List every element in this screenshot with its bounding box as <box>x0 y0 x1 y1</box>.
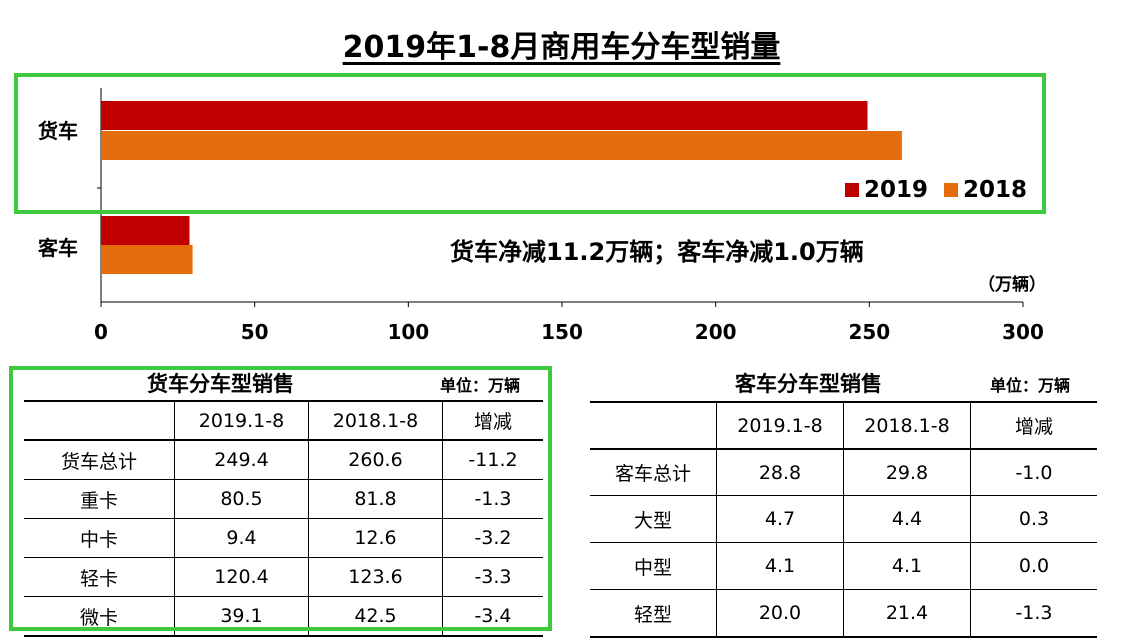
bar-2018 <box>101 131 902 160</box>
table-cell: 4.1 <box>716 542 844 590</box>
legend-item-2018: 2018 <box>944 177 1027 203</box>
table-cell: 123.6 <box>308 557 443 597</box>
table-cell: 20.0 <box>716 589 844 638</box>
table-header-cell: 2018.1-8 <box>843 401 971 450</box>
chart-legend: 2019 2018 <box>845 177 1043 203</box>
table-row: 重卡 80.5 81.8 -1.3 <box>24 479 543 519</box>
table-cell: -1.3 <box>442 479 543 519</box>
table-cell: 249.4 <box>174 440 309 480</box>
table-header-row: 2019.1-8 2018.1-8 增减 <box>24 400 543 441</box>
table-header-cell <box>24 400 175 441</box>
table-header-cell: 2019.1-8 <box>174 400 309 441</box>
table-header-cell: 增减 <box>442 400 543 441</box>
bus-table-unit: 单位：万辆 <box>990 376 1071 395</box>
net-change-note: 货车净减11.2万辆；客车净减1.0万辆 <box>450 238 864 266</box>
table-row: 轻型 20.0 21.4 -1.3 <box>590 589 1097 638</box>
x-tick-label: 200 <box>695 320 737 344</box>
table-row: 中型 4.1 4.1 0.0 <box>590 542 1097 590</box>
table-cell: 0.3 <box>970 495 1097 543</box>
x-tick-label: 100 <box>387 320 429 344</box>
table-cell: 81.8 <box>308 479 443 519</box>
table-cell: -3.2 <box>442 518 543 558</box>
table-cell: 260.6 <box>308 440 443 480</box>
truck-highlight-box <box>14 73 1046 214</box>
table-cell: 120.4 <box>174 557 309 597</box>
table-cell: 4.1 <box>843 542 971 590</box>
x-tick-label: 250 <box>848 320 890 344</box>
table-row: 大型 4.7 4.4 0.3 <box>590 495 1097 543</box>
row-label: 客车总计 <box>590 449 717 496</box>
table-cell: -1.0 <box>970 449 1097 496</box>
legend-item-2019: 2019 <box>845 177 928 203</box>
truck-table-title: 货车分车型销售 <box>147 372 294 396</box>
x-tick-label: 50 <box>241 320 269 344</box>
chart-title: 2019年1-8月商用车分车型销量 <box>342 30 781 65</box>
table-cell: 29.8 <box>843 449 971 496</box>
table-cell: 9.4 <box>174 518 309 558</box>
truck-table-unit: 单位：万辆 <box>440 376 521 395</box>
x-tick-label: 150 <box>541 320 583 344</box>
table-row: 轻卡 120.4 123.6 -3.3 <box>24 557 543 597</box>
table-cell: 12.6 <box>308 518 443 558</box>
bar-2018 <box>101 245 193 274</box>
table-cell: 80.5 <box>174 479 309 519</box>
bar-2019 <box>101 101 868 130</box>
table-header-cell <box>590 401 717 450</box>
legend-swatch-2019 <box>845 183 859 197</box>
row-label: 大型 <box>590 495 717 543</box>
row-label: 重卡 <box>24 479 175 519</box>
row-label: 中卡 <box>24 518 175 558</box>
table-row: 中卡 9.4 12.6 -3.2 <box>24 518 543 558</box>
row-label: 轻卡 <box>24 557 175 597</box>
truck-table-highlight-box <box>9 366 552 631</box>
bus-table: 2019.1-8 2018.1-8 增减 客车总计 28.8 29.8 -1.0 大型 4.7 4… <box>590 401 1097 638</box>
table-cell: 4.4 <box>843 495 971 543</box>
category-label: 货车 <box>38 119 78 143</box>
unit-label: （万辆） <box>978 275 1046 295</box>
table-cell: -3.3 <box>442 557 543 597</box>
row-label: 轻型 <box>590 589 717 638</box>
legend-label-2018: 2018 <box>963 177 1028 203</box>
table-cell: 4.7 <box>716 495 844 543</box>
bar-2019 <box>101 216 190 245</box>
table-row: 货车总计 249.4 260.6 -11.2 <box>24 440 543 480</box>
row-label: 中型 <box>590 542 717 590</box>
x-tick-label: 300 <box>1002 320 1044 344</box>
table-row: 客车总计 28.8 29.8 -1.0 <box>590 449 1097 496</box>
truck-table: 2019.1-8 2018.1-8 增减 货车总计 249.4 260.6 -11.2 重卡 8… <box>24 400 543 637</box>
table-cell: 28.8 <box>716 449 844 496</box>
table-header-row: 2019.1-8 2018.1-8 增减 <box>590 401 1097 450</box>
legend-swatch-2018 <box>944 183 959 197</box>
table-header-cell: 增减 <box>970 401 1097 450</box>
legend-label-2019: 2019 <box>864 177 929 203</box>
table-cell: -11.2 <box>442 440 543 480</box>
table-cell: 21.4 <box>843 589 971 638</box>
x-tick-label: 0 <box>94 320 108 344</box>
category-label: 客车 <box>37 236 78 260</box>
bus-table-title: 客车分车型销售 <box>735 372 882 396</box>
table-header-cell: 2019.1-8 <box>716 401 844 450</box>
row-label: 货车总计 <box>24 440 175 480</box>
table-cell: -1.3 <box>970 589 1097 638</box>
table-cell: 0.0 <box>970 542 1097 590</box>
table-header-cell: 2018.1-8 <box>308 400 443 441</box>
